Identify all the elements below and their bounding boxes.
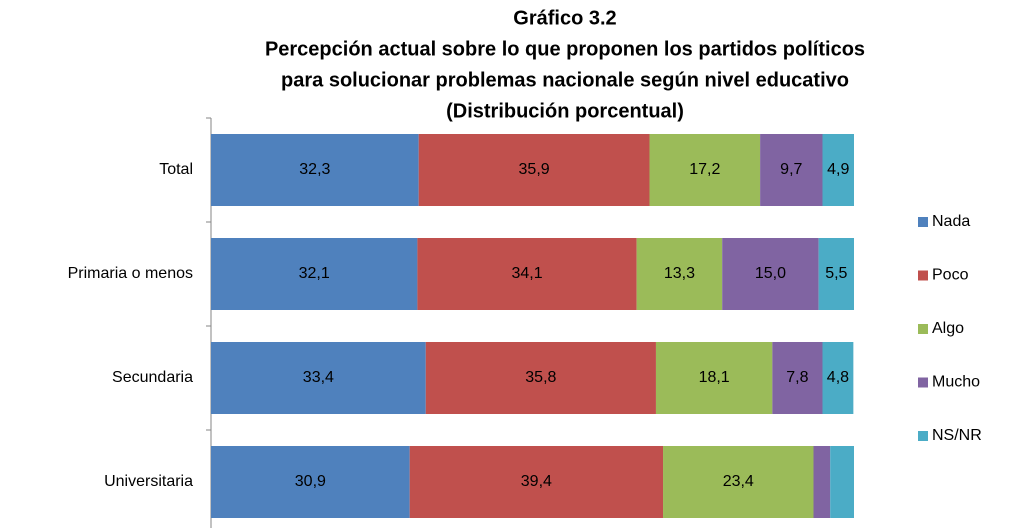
y-tick-label: Secundaria (112, 369, 193, 386)
legend-label: NS/NR (932, 427, 982, 444)
data-label: 30,9 (295, 473, 326, 490)
bar-segment (649, 134, 761, 206)
y-tick-label: Primaria o menos (68, 265, 193, 282)
bar-segment (417, 238, 637, 310)
bar-segment (822, 134, 854, 206)
y-tick-label: Universitaria (104, 473, 193, 490)
bar-segment (409, 446, 664, 518)
bar-segment (760, 134, 823, 206)
legend-label: Mucho (932, 374, 980, 391)
bar-segment (211, 446, 410, 518)
legend-swatch (918, 270, 928, 281)
data-label: 4,9 (827, 161, 849, 178)
bar-segment (211, 342, 426, 414)
bar-segment (818, 238, 854, 310)
bar-segment (211, 134, 419, 206)
data-label: 7,8 (786, 369, 808, 386)
chart-title: Gráfico 3.2 (513, 7, 616, 29)
bar-segment (636, 238, 723, 310)
chart-title: para solucionar problemas nacionale segú… (281, 69, 849, 91)
data-label: 13,3 (664, 265, 695, 282)
bar-segment (418, 134, 650, 206)
data-label: 9,7 (780, 161, 802, 178)
data-label: 15,0 (755, 265, 786, 282)
bar-segment (211, 238, 418, 310)
data-label: 39,4 (521, 473, 552, 490)
data-label: 34,1 (511, 265, 542, 282)
bar-segment (663, 446, 814, 518)
chart-title: (Distribución porcentual) (446, 100, 684, 122)
data-label: 5,5 (825, 265, 847, 282)
data-label: 23,4 (723, 473, 754, 490)
legend-swatch (918, 324, 928, 334)
chart-title: Percepción actual sobre lo que proponen … (265, 38, 865, 60)
bar-segment (830, 446, 854, 518)
legend-label: Algo (932, 320, 964, 337)
data-label: 4,8 (827, 369, 849, 386)
bar-segment (425, 342, 656, 414)
data-label: 33,4 (303, 369, 334, 386)
legend-swatch (918, 377, 928, 388)
bar-segment (772, 342, 823, 414)
data-label: 32,3 (299, 161, 330, 178)
data-label: 17,2 (689, 161, 720, 178)
legend-swatch (918, 431, 928, 441)
legend-label: Nada (932, 213, 970, 230)
y-tick-label: Total (159, 161, 193, 178)
bar-segment (722, 238, 819, 310)
legend-label: Poco (932, 267, 969, 284)
bar-segment (655, 342, 773, 414)
legend-swatch (918, 217, 928, 227)
data-label: 18,1 (699, 369, 730, 386)
data-label: 35,9 (519, 161, 550, 178)
bar-segment (813, 446, 831, 518)
bar-segment (822, 342, 854, 414)
data-label: 35,8 (525, 369, 556, 386)
data-label: 32,1 (299, 265, 330, 282)
